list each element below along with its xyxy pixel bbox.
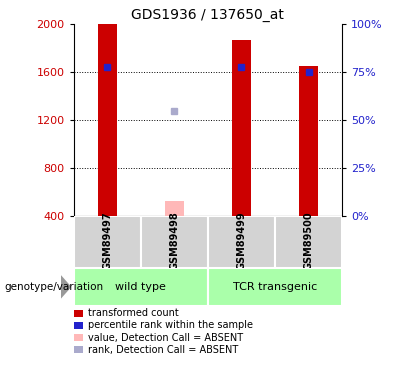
Bar [232,40,251,216]
Text: value, Detection Call = ABSENT: value, Detection Call = ABSENT [88,333,243,342]
Text: GSM89497: GSM89497 [102,211,112,270]
Text: GSM89499: GSM89499 [236,211,247,270]
Text: transformed count: transformed count [88,309,178,318]
Polygon shape [61,275,71,298]
Bar [165,201,184,216]
Text: TCR transgenic: TCR transgenic [233,282,317,292]
Text: percentile rank within the sample: percentile rank within the sample [88,321,253,330]
Text: genotype/variation: genotype/variation [4,282,103,292]
Text: rank, Detection Call = ABSENT: rank, Detection Call = ABSENT [88,345,238,354]
Bar [208,268,342,306]
Bar [275,216,342,268]
Text: GSM89498: GSM89498 [169,211,179,270]
Bar [141,216,208,268]
Bar [208,216,275,268]
Text: wild type: wild type [115,282,166,292]
Text: GSM89500: GSM89500 [304,211,314,270]
Bar [98,24,116,216]
Bar [74,216,141,268]
Bar [74,268,208,306]
Title: GDS1936 / 137650_at: GDS1936 / 137650_at [131,8,284,22]
Bar [299,66,318,216]
